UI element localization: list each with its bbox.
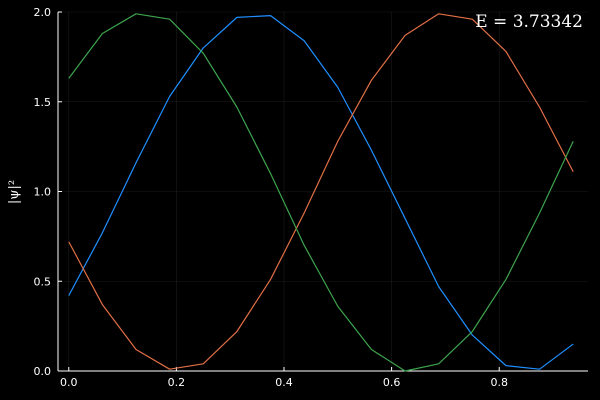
y-axis-label: |ψ|² xyxy=(7,180,22,204)
x-tick-label: 0.4 xyxy=(275,376,293,389)
y-tick-label: 0.0 xyxy=(34,365,52,378)
series-line-3 xyxy=(68,13,574,372)
x-tick-label: 0.8 xyxy=(490,376,508,389)
energy-annotation: E = 3.73342 xyxy=(475,12,583,32)
series-lines xyxy=(68,13,574,372)
x-tick-label: 0.2 xyxy=(168,376,186,389)
series-line-2 xyxy=(68,13,574,370)
y-tick-label: 2.0 xyxy=(34,6,52,19)
y-tick-label: 1.0 xyxy=(34,186,52,199)
series-line-1 xyxy=(68,14,574,370)
labels: |ψ|² E = 3.73342 xyxy=(7,12,583,204)
x-tick-label: 0.6 xyxy=(383,376,401,389)
y-tick-label: 1.5 xyxy=(34,96,52,109)
y-tick-label: 0.5 xyxy=(34,275,52,288)
axes: 0.0 0.2 0.4 0.6 0.8 0.0 0.5 1.0 1.5 2.0 xyxy=(34,6,588,389)
x-tick-label: 0.0 xyxy=(60,376,78,389)
